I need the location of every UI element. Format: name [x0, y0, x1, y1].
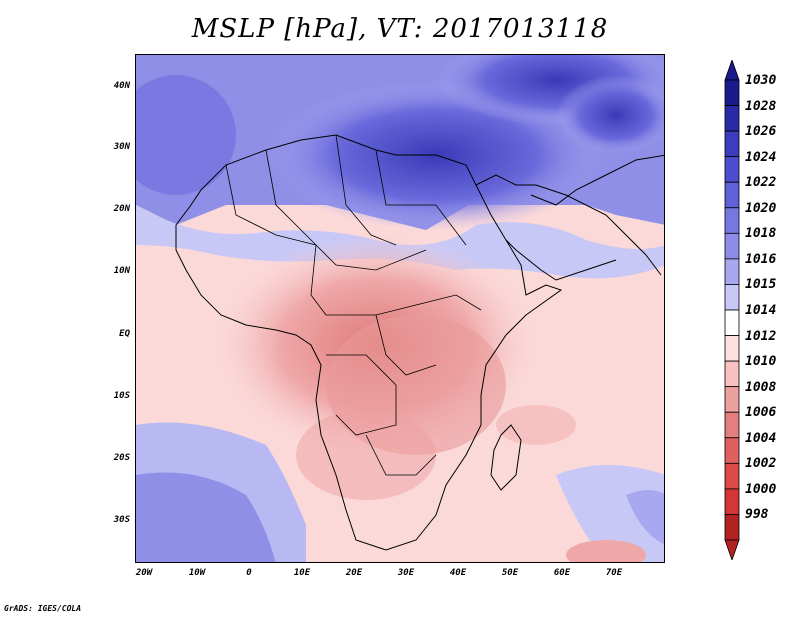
colorbar-label: 1024: [745, 149, 777, 165]
colorbar-bottom-arrow: [724, 539, 740, 560]
colorbar-segment: [724, 156, 740, 183]
colorbar-label: 1026: [745, 124, 777, 140]
lon-label-30e: 30E: [397, 568, 415, 578]
lon-label-70e: 70E: [605, 568, 623, 578]
colorbar-label: 1008: [745, 379, 777, 395]
lat-label-10n: 10N: [113, 266, 130, 276]
colorbar-segment: [724, 207, 740, 234]
mslp-map: [135, 54, 665, 563]
colorbar-label: 1016: [745, 251, 777, 267]
colorbar-label: 1012: [745, 328, 777, 344]
colorbar-label: 1002: [745, 456, 777, 472]
colorbar-label: 1028: [745, 98, 777, 114]
colorbar-segment: [724, 514, 740, 541]
colorbar-segment: [724, 386, 740, 413]
colorbar: [724, 60, 740, 560]
colorbar-segment: [724, 437, 740, 464]
colorbar-label: 1010: [745, 354, 777, 370]
colorbar-segment: [724, 309, 740, 336]
colorbar-segment: [724, 335, 740, 362]
lat-label-eq: EQ: [119, 329, 130, 339]
colorbar-segment: [724, 411, 740, 439]
colorbar-label: 1004: [745, 430, 777, 446]
colorbar-segment: [724, 79, 740, 106]
colorbar-label: 1014: [745, 303, 777, 318]
colorbar-label: 1018: [745, 226, 777, 242]
lat-label-20s: 20S: [113, 453, 130, 463]
lon-label-20e: 20E: [345, 568, 363, 578]
colorbar-segment: [724, 284, 740, 311]
colorbar-label: 1000: [745, 481, 777, 497]
lon-label-60e: 60E: [553, 568, 571, 578]
colorbar-segment: [724, 181, 740, 209]
colorbar-segment: [724, 488, 740, 515]
africa-coastline: [175, 134, 563, 551]
lon-label-40e: 40E: [449, 568, 467, 578]
colorbar-label: 1020: [745, 200, 777, 216]
lon-label-50e: 50E: [501, 568, 519, 578]
colorbar-segment: [724, 130, 740, 158]
lat-label-10s: 10S: [113, 391, 130, 401]
colorbar-segment: [724, 258, 740, 285]
chart-title: MSLP [hPa], VT: 2017013118: [191, 14, 609, 44]
madagascar-outline: [490, 424, 522, 491]
lat-label-20n: 20N: [113, 204, 130, 214]
lon-label-20w: 20W: [135, 568, 153, 578]
colorbar-label: 998: [745, 507, 769, 523]
colorbar-segment: [724, 462, 740, 490]
footer-credit: GrADS: IGES/COLA: [4, 604, 82, 613]
colorbar-segment: [724, 105, 740, 132]
colorbar-label: 1015: [745, 277, 777, 293]
colorbar-label: 1006: [745, 405, 777, 421]
colorbar-label: 1022: [745, 175, 777, 191]
lon-label-10w: 10W: [188, 568, 206, 578]
colorbar-top-arrow: [724, 60, 740, 81]
lat-label-30n: 30N: [113, 142, 130, 152]
colorbar-segment: [724, 232, 740, 260]
lat-label-40n: 40N: [113, 81, 130, 91]
lon-label-10e: 10E: [293, 568, 311, 578]
lat-label-30s: 30S: [113, 515, 130, 525]
colorbar-label: 1030: [745, 73, 777, 88]
lon-label-0: 0: [246, 568, 252, 578]
colorbar-segment: [724, 360, 740, 388]
